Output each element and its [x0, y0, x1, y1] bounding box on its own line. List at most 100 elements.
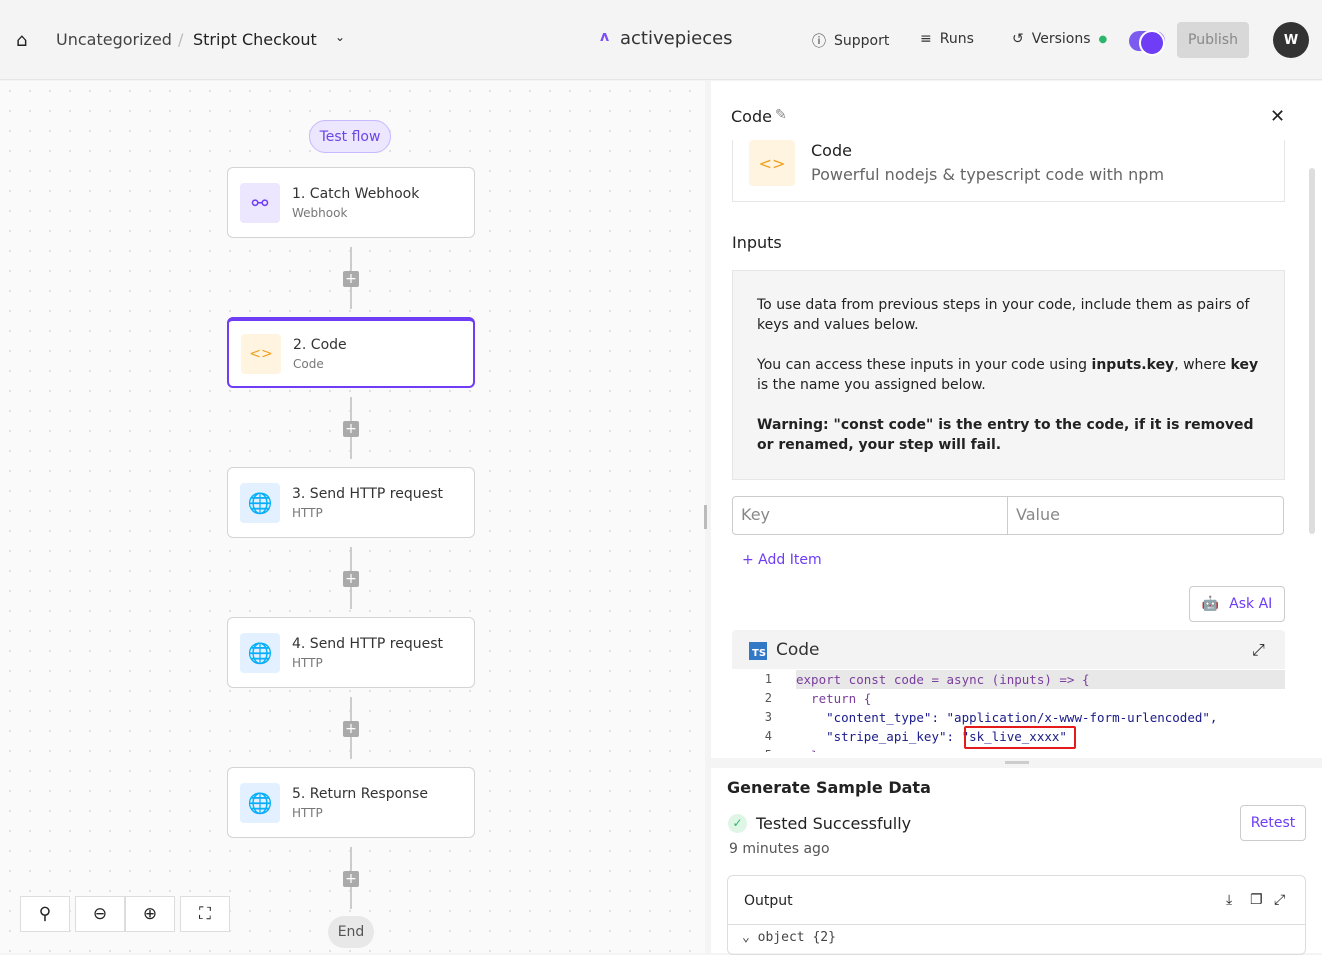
globe-icon: 🌐	[240, 482, 280, 523]
flow-step[interactable]: 🌐 4. Send HTTP request HTTP	[227, 617, 475, 688]
step-title: 5. Return Response	[292, 785, 428, 802]
step-title: 1. Catch Webhook	[292, 185, 420, 202]
search-icon: ⚲	[38, 904, 52, 924]
zoom-in-icon: ⊕	[142, 904, 158, 924]
typescript-icon: TS	[749, 642, 767, 660]
piece-card: <> Code Powerful nodejs & typescript cod…	[732, 140, 1285, 202]
support-button[interactable]: ⓘ Support	[812, 31, 889, 51]
step-subtitle: Webhook	[292, 205, 348, 220]
support-label: Support	[834, 33, 890, 49]
info-text: To use data from previous steps in your …	[757, 297, 1250, 333]
code-line: }	[796, 746, 819, 752]
test-flow-button[interactable]: Test flow	[309, 120, 391, 153]
piece-name: Code	[811, 141, 852, 160]
line-number: 5	[732, 746, 772, 752]
line-number: 1	[764, 672, 772, 686]
webhook-icon: ⚯	[240, 182, 280, 223]
top-bar: ⌂ Uncategorized / Stript Checkout ⌄ ʌ ac…	[0, 0, 1322, 80]
activepieces-logo-icon: ʌ	[600, 29, 610, 45]
add-step-button[interactable]: +	[343, 721, 359, 737]
enable-flow-toggle[interactable]	[1129, 30, 1165, 56]
step-subtitle: HTTP	[292, 505, 323, 520]
help-icon: ⓘ	[812, 34, 826, 50]
versions-label: Versions	[1031, 31, 1091, 47]
download-icon[interactable]: ⤓	[1226, 892, 1233, 908]
output-box: Output ⤓ ❐ ⤢ ⌄ object {2}	[727, 875, 1306, 955]
runs-icon: ≡	[920, 31, 932, 47]
breadcrumb-separator: /	[178, 30, 184, 49]
code-editor[interactable]: TS Code ⤢ 1 export const code = async (in…	[732, 630, 1285, 752]
flow-name[interactable]: Stript Checkout	[193, 30, 317, 49]
code-title: Code	[776, 640, 820, 660]
code-line: return {	[796, 691, 872, 706]
ask-ai-label: Ask AI	[1229, 596, 1273, 612]
code-icon: <>	[749, 140, 795, 186]
breadcrumb-folder[interactable]: Uncategorized	[56, 30, 172, 49]
versions-button[interactable]: ↺ Versions ●	[1012, 31, 1107, 47]
add-item-button[interactable]: + Add Item	[742, 552, 822, 568]
resize-handle[interactable]	[704, 505, 707, 529]
close-icon[interactable]: ✕	[1270, 106, 1286, 127]
key-input[interactable]: Key	[732, 496, 1008, 535]
add-step-button[interactable]: +	[343, 271, 359, 287]
chevron-down-icon[interactable]: ⌄	[335, 30, 346, 44]
value-input[interactable]: Value	[1007, 496, 1284, 535]
add-step-button[interactable]: +	[343, 571, 359, 587]
publish-button[interactable]: Publish	[1177, 22, 1249, 58]
expand-output-icon[interactable]: ⤢	[1274, 892, 1286, 908]
highlighted-api-key	[964, 726, 1076, 749]
test-time: 9 minutes ago	[729, 841, 830, 857]
runs-label: Runs	[939, 31, 974, 47]
flow-step[interactable]: <> 2. Code Code	[227, 317, 475, 388]
add-step-button[interactable]: +	[343, 871, 359, 887]
globe-icon: 🌐	[240, 782, 280, 823]
zoom-out-button[interactable]: ⊖	[75, 896, 125, 932]
line-number: 4	[764, 729, 772, 743]
panel-resize-handle[interactable]	[1004, 761, 1029, 764]
line-number: 3	[764, 710, 772, 724]
logo: activepieces	[620, 28, 733, 49]
panel-title: Code	[731, 107, 772, 126]
flow-step[interactable]: 🌐 5. Return Response HTTP	[227, 767, 475, 838]
code-icon: <>	[241, 333, 281, 374]
flow-step[interactable]: 🌐 3. Send HTTP request HTTP	[227, 467, 475, 538]
history-icon: ↺	[1012, 31, 1024, 47]
warning-text: Warning: "const code" is the entry to th…	[757, 417, 1254, 453]
status-dot-icon: ●	[1098, 33, 1108, 45]
code-line: export const code = async (inputs) => {	[796, 672, 1090, 687]
info-text-2: You can access these inputs in your code…	[757, 357, 1259, 393]
step-subtitle: HTTP	[292, 655, 323, 670]
output-label: Output	[744, 893, 793, 909]
output-tree-object[interactable]: ⌄ object {2}	[742, 930, 836, 945]
step-title: 3. Send HTTP request	[292, 485, 444, 502]
step-title: 4. Send HTTP request	[292, 635, 444, 652]
add-step-button[interactable]: +	[343, 421, 359, 437]
globe-icon: 🌐	[240, 632, 280, 673]
code-line: "content_type": "application/x-www-form-…	[796, 710, 1218, 725]
avatar[interactable]: W	[1273, 22, 1309, 58]
home-icon[interactable]: ⌂	[16, 30, 28, 51]
focus-icon: ⛶	[199, 904, 211, 924]
robot-icon: 🤖	[1201, 596, 1220, 612]
code-line: "stripe_api_key": "sk_live_xxxx"	[796, 729, 1067, 744]
inputs-label: Inputs	[732, 233, 782, 252]
check-icon: ✓	[728, 814, 747, 833]
expand-icon[interactable]: ⤢	[1252, 640, 1265, 659]
sample-title: Generate Sample Data	[727, 778, 931, 797]
runs-button[interactable]: ≡ Runs	[920, 31, 974, 47]
edit-icon[interactable]: ✎	[775, 107, 787, 123]
piece-description: Powerful nodejs & typescript code with n…	[811, 165, 1165, 184]
test-status: Tested Successfully	[756, 814, 912, 833]
ask-ai-button[interactable]: 🤖 Ask AI	[1189, 586, 1285, 622]
zoom-in-button[interactable]: ⊕	[125, 896, 175, 932]
copy-icon[interactable]: ❐	[1250, 892, 1263, 908]
scrollbar[interactable]	[1309, 168, 1315, 534]
focus-button[interactable]: ⛶	[180, 896, 230, 932]
step-subtitle: HTTP	[292, 805, 323, 820]
retest-button[interactable]: Retest	[1240, 805, 1306, 841]
line-number: 2	[764, 691, 772, 705]
inputs-info: To use data from previous steps in your …	[732, 270, 1285, 480]
end-node: End	[328, 916, 374, 948]
flow-step[interactable]: ⚯ 1. Catch Webhook Webhook	[227, 167, 475, 238]
fit-view-button[interactable]: ⚲	[20, 896, 70, 932]
